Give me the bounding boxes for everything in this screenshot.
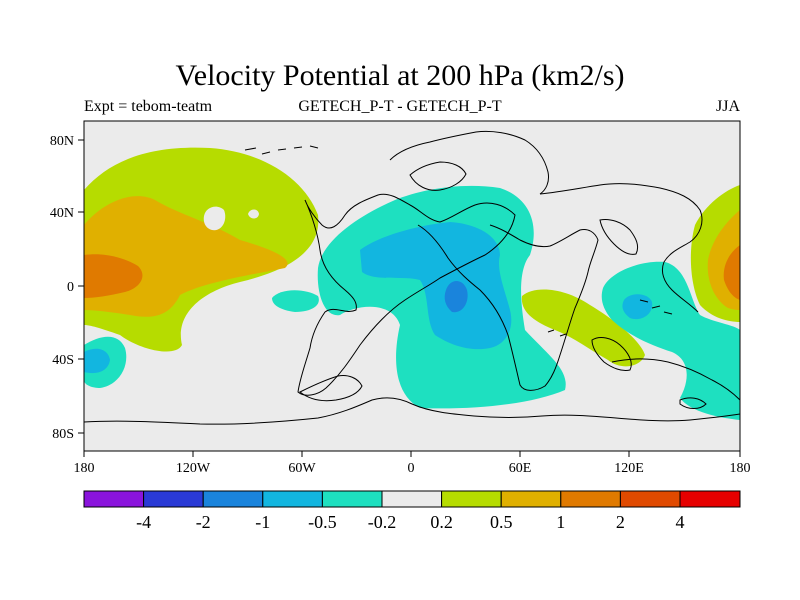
y-tick-label: 80N xyxy=(50,134,74,149)
colorbar-label: 0.5 xyxy=(490,512,513,532)
season-label: JJA xyxy=(715,98,740,115)
colorbar-swatch xyxy=(619,490,681,508)
x-tick-label: 180 xyxy=(730,461,751,476)
colorbar-label: 0.2 xyxy=(430,512,453,532)
colorbar-swatch xyxy=(143,490,204,508)
coastline-eurasia-north xyxy=(389,130,549,195)
coastline-australia-antarctic xyxy=(611,358,740,401)
colorbar-swatch xyxy=(560,490,621,508)
colorbar-label: -1 xyxy=(255,512,270,532)
colorbar-label: 2 xyxy=(616,512,625,532)
coastline-africa xyxy=(417,224,599,391)
coastline-greenland xyxy=(409,161,467,191)
contour-pos-1-westpacific xyxy=(723,245,740,300)
colorbar-swatch xyxy=(262,490,323,508)
x-tick-label: 60W xyxy=(288,461,316,476)
coastline-antarctica xyxy=(84,397,740,425)
y-tick-label: 80S xyxy=(52,427,74,442)
colorbar-label: 4 xyxy=(676,512,685,532)
contour-hole-pacific xyxy=(203,206,226,231)
contour-fields xyxy=(84,147,740,420)
contour-neg-0.5-southpacific xyxy=(84,348,110,374)
colorbar-label: 1 xyxy=(556,512,565,532)
colorbar-swatch xyxy=(321,490,383,508)
colorbar-swatch xyxy=(381,490,443,508)
coastline-antarctic-peninsula xyxy=(299,375,363,402)
contour-pos-0.2-indian xyxy=(521,289,645,367)
coastline-north-america xyxy=(297,193,516,396)
x-tick-label: 60E xyxy=(509,461,532,476)
colorbar-swatch xyxy=(83,490,145,508)
axis-ticks xyxy=(78,139,741,457)
contour-hole-small xyxy=(248,209,259,219)
colorbar: -4 -2 -1 -0.5 -0.2 0.2 0.5 1 2 4 xyxy=(83,490,741,532)
comparison-label: GETECH_P-T - GETECH_P-T xyxy=(298,98,502,115)
plot-title: Velocity Potential at 200 hPa (km2/s) xyxy=(175,59,625,92)
colorbar-swatch xyxy=(441,490,502,508)
contour-neg-0.2-samerica xyxy=(272,290,319,312)
y-axis-labels: 80N 40N 0 40S 80S xyxy=(50,134,74,442)
coastline-arctic-islands xyxy=(244,145,319,155)
y-tick-label: 40N xyxy=(50,206,74,221)
contour-pos-1-eastpacific xyxy=(84,254,143,298)
colorbar-swatch xyxy=(679,490,741,508)
colorbar-swatch xyxy=(202,490,264,508)
x-tick-label: 180 xyxy=(74,461,95,476)
coastline-asia-peninsula xyxy=(599,219,639,255)
coastlines xyxy=(84,130,740,425)
colorbar-label: -0.5 xyxy=(308,512,337,532)
contour-neg-0.5-westpacific xyxy=(622,294,653,320)
coastline-pacific-islands xyxy=(547,299,673,337)
coastline-eurasia xyxy=(539,183,703,313)
x-tick-label: 120E xyxy=(614,461,644,476)
colorbar-swatch xyxy=(500,490,562,508)
x-axis-labels: 180 120W 60W 0 60E 120E 180 xyxy=(74,461,751,476)
colorbar-label: -0.2 xyxy=(368,512,397,532)
coastline-southern-islands xyxy=(679,397,707,409)
y-tick-label: 0 xyxy=(67,280,74,295)
y-tick-label: 40S xyxy=(52,353,74,368)
contour-neg-1-africa xyxy=(444,281,468,313)
contour-neg-0.5-africa xyxy=(360,222,512,350)
experiment-label: Expt = tebom-teatm xyxy=(84,98,213,115)
x-tick-label: 0 xyxy=(408,461,415,476)
x-tick-label: 120W xyxy=(176,461,211,476)
colorbar-label: -2 xyxy=(196,512,211,532)
colorbar-label: -4 xyxy=(136,512,151,532)
coastline-india xyxy=(591,337,632,371)
